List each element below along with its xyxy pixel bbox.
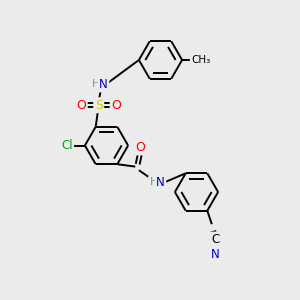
Text: H: H [92,80,100,89]
Text: O: O [111,99,121,112]
Text: N: N [211,248,220,261]
Text: O: O [135,141,145,154]
Text: O: O [76,99,86,112]
Text: Cl: Cl [61,139,73,152]
Text: H: H [149,177,158,187]
Text: N: N [156,176,165,189]
Text: C: C [212,233,220,246]
Text: N: N [99,78,108,91]
Text: S: S [95,99,103,112]
Text: CH₃: CH₃ [191,55,210,65]
